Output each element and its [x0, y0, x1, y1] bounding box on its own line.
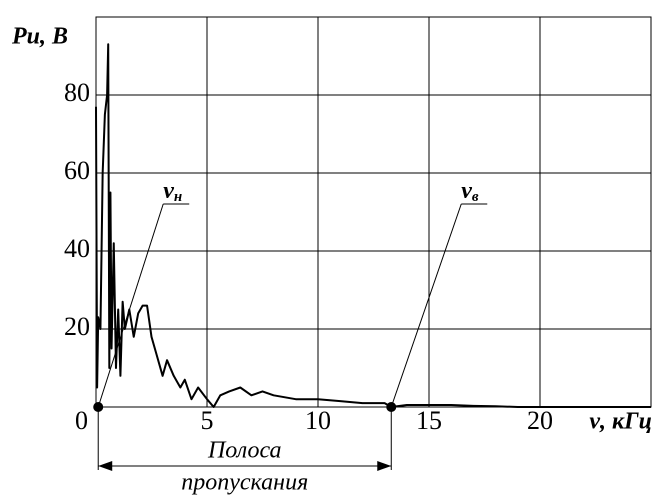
- marker-symbol: ν: [461, 178, 472, 204]
- plot-frame: [95, 16, 652, 408]
- y-axis-label: Ри, В: [11, 24, 68, 50]
- x-tick-label: 20: [527, 406, 553, 435]
- x-tick-label: 0: [75, 406, 88, 435]
- marker-label: νн: [163, 178, 182, 206]
- y-tick-label: 60: [64, 156, 90, 185]
- y-tick-label: 40: [64, 234, 90, 263]
- y-tick-label: 80: [64, 78, 90, 107]
- leader-line: [97, 203, 164, 408]
- marker-subscript: н: [174, 189, 182, 205]
- band-label: Полоса: [207, 438, 282, 464]
- band-label: пропускания: [181, 470, 308, 496]
- x-axis-label: ν, кГц: [589, 409, 652, 435]
- marker-label: νв: [461, 178, 479, 206]
- arrow-head: [377, 461, 392, 471]
- arrow-head: [98, 461, 113, 471]
- x-tick-label: 15: [416, 406, 442, 435]
- marker-symbol: ν: [163, 178, 174, 204]
- leader-line: [390, 203, 462, 408]
- marker-subscript: в: [472, 189, 479, 205]
- x-tick-label: 10: [305, 406, 331, 435]
- y-tick-label: 20: [64, 312, 90, 341]
- x-tick-label: 5: [201, 406, 214, 435]
- data-line: [95, 43, 651, 408]
